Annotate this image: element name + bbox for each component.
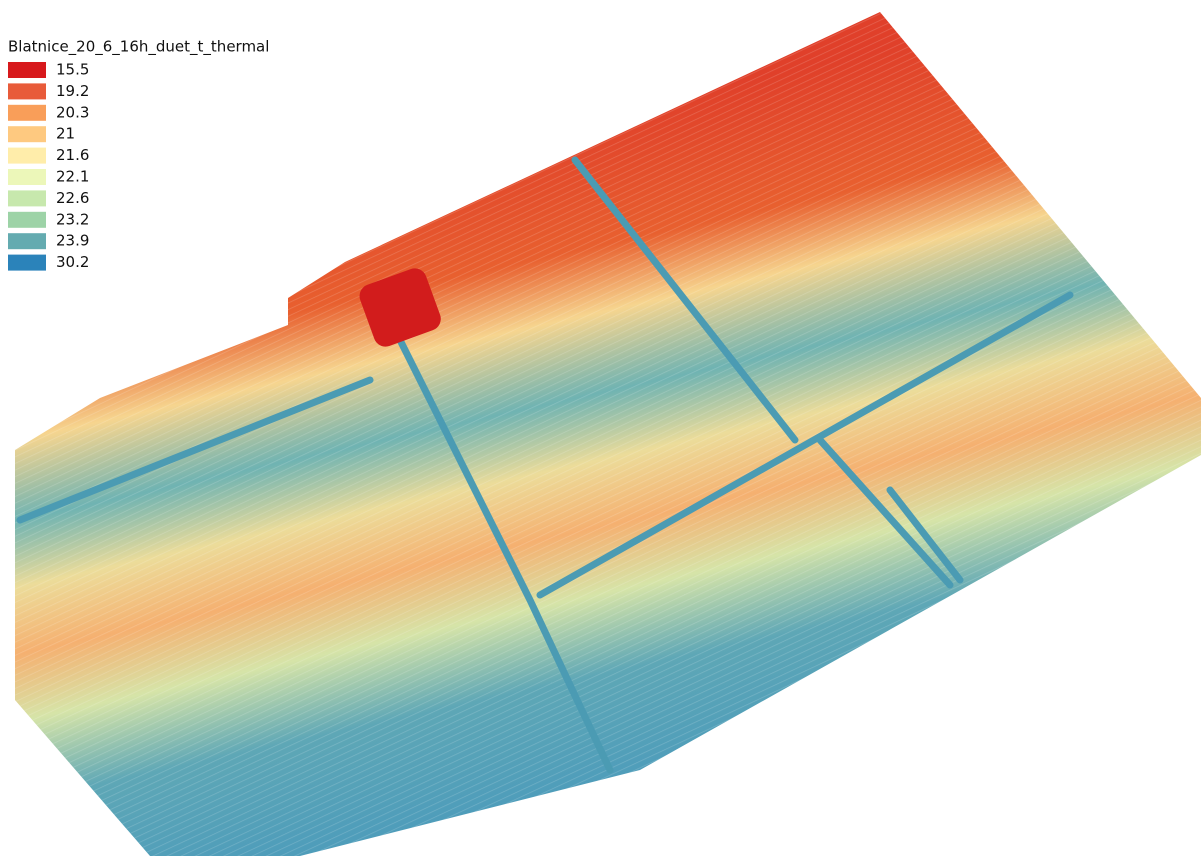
legend-label: 22.6	[56, 189, 89, 207]
legend-swatch	[8, 169, 46, 185]
field-rows	[15, 12, 1201, 856]
legend-swatch	[8, 147, 46, 164]
legend-swatch	[8, 211, 46, 228]
legend-swatch	[8, 126, 46, 143]
legend-label: 30.2	[56, 253, 89, 271]
legend: Blatnice_20_6_16h_duet_t_thermal 15.5 19.…	[8, 38, 269, 271]
legend-title: Blatnice_20_6_16h_duet_t_thermal	[8, 38, 269, 57]
legend-label: 23.2	[56, 210, 89, 228]
legend-label: 22.1	[56, 168, 89, 186]
legend-swatch	[8, 83, 46, 100]
legend-swatch	[8, 254, 46, 271]
legend-swatch	[8, 190, 46, 207]
legend-swatch	[8, 233, 46, 250]
thermal-raster	[15, 12, 1201, 856]
legend-swatch	[8, 62, 46, 78]
legend-label: 21	[56, 125, 75, 143]
legend-label: 21.6	[56, 146, 89, 164]
field-boundaries	[16, 156, 1074, 774]
legend-label: 15.5	[56, 61, 89, 79]
legend-label: 20.3	[56, 103, 89, 121]
legend-label: 23.9	[56, 232, 89, 250]
pond	[359, 268, 441, 347]
legend-swatch	[8, 104, 46, 121]
legend-label: 19.2	[56, 82, 89, 100]
